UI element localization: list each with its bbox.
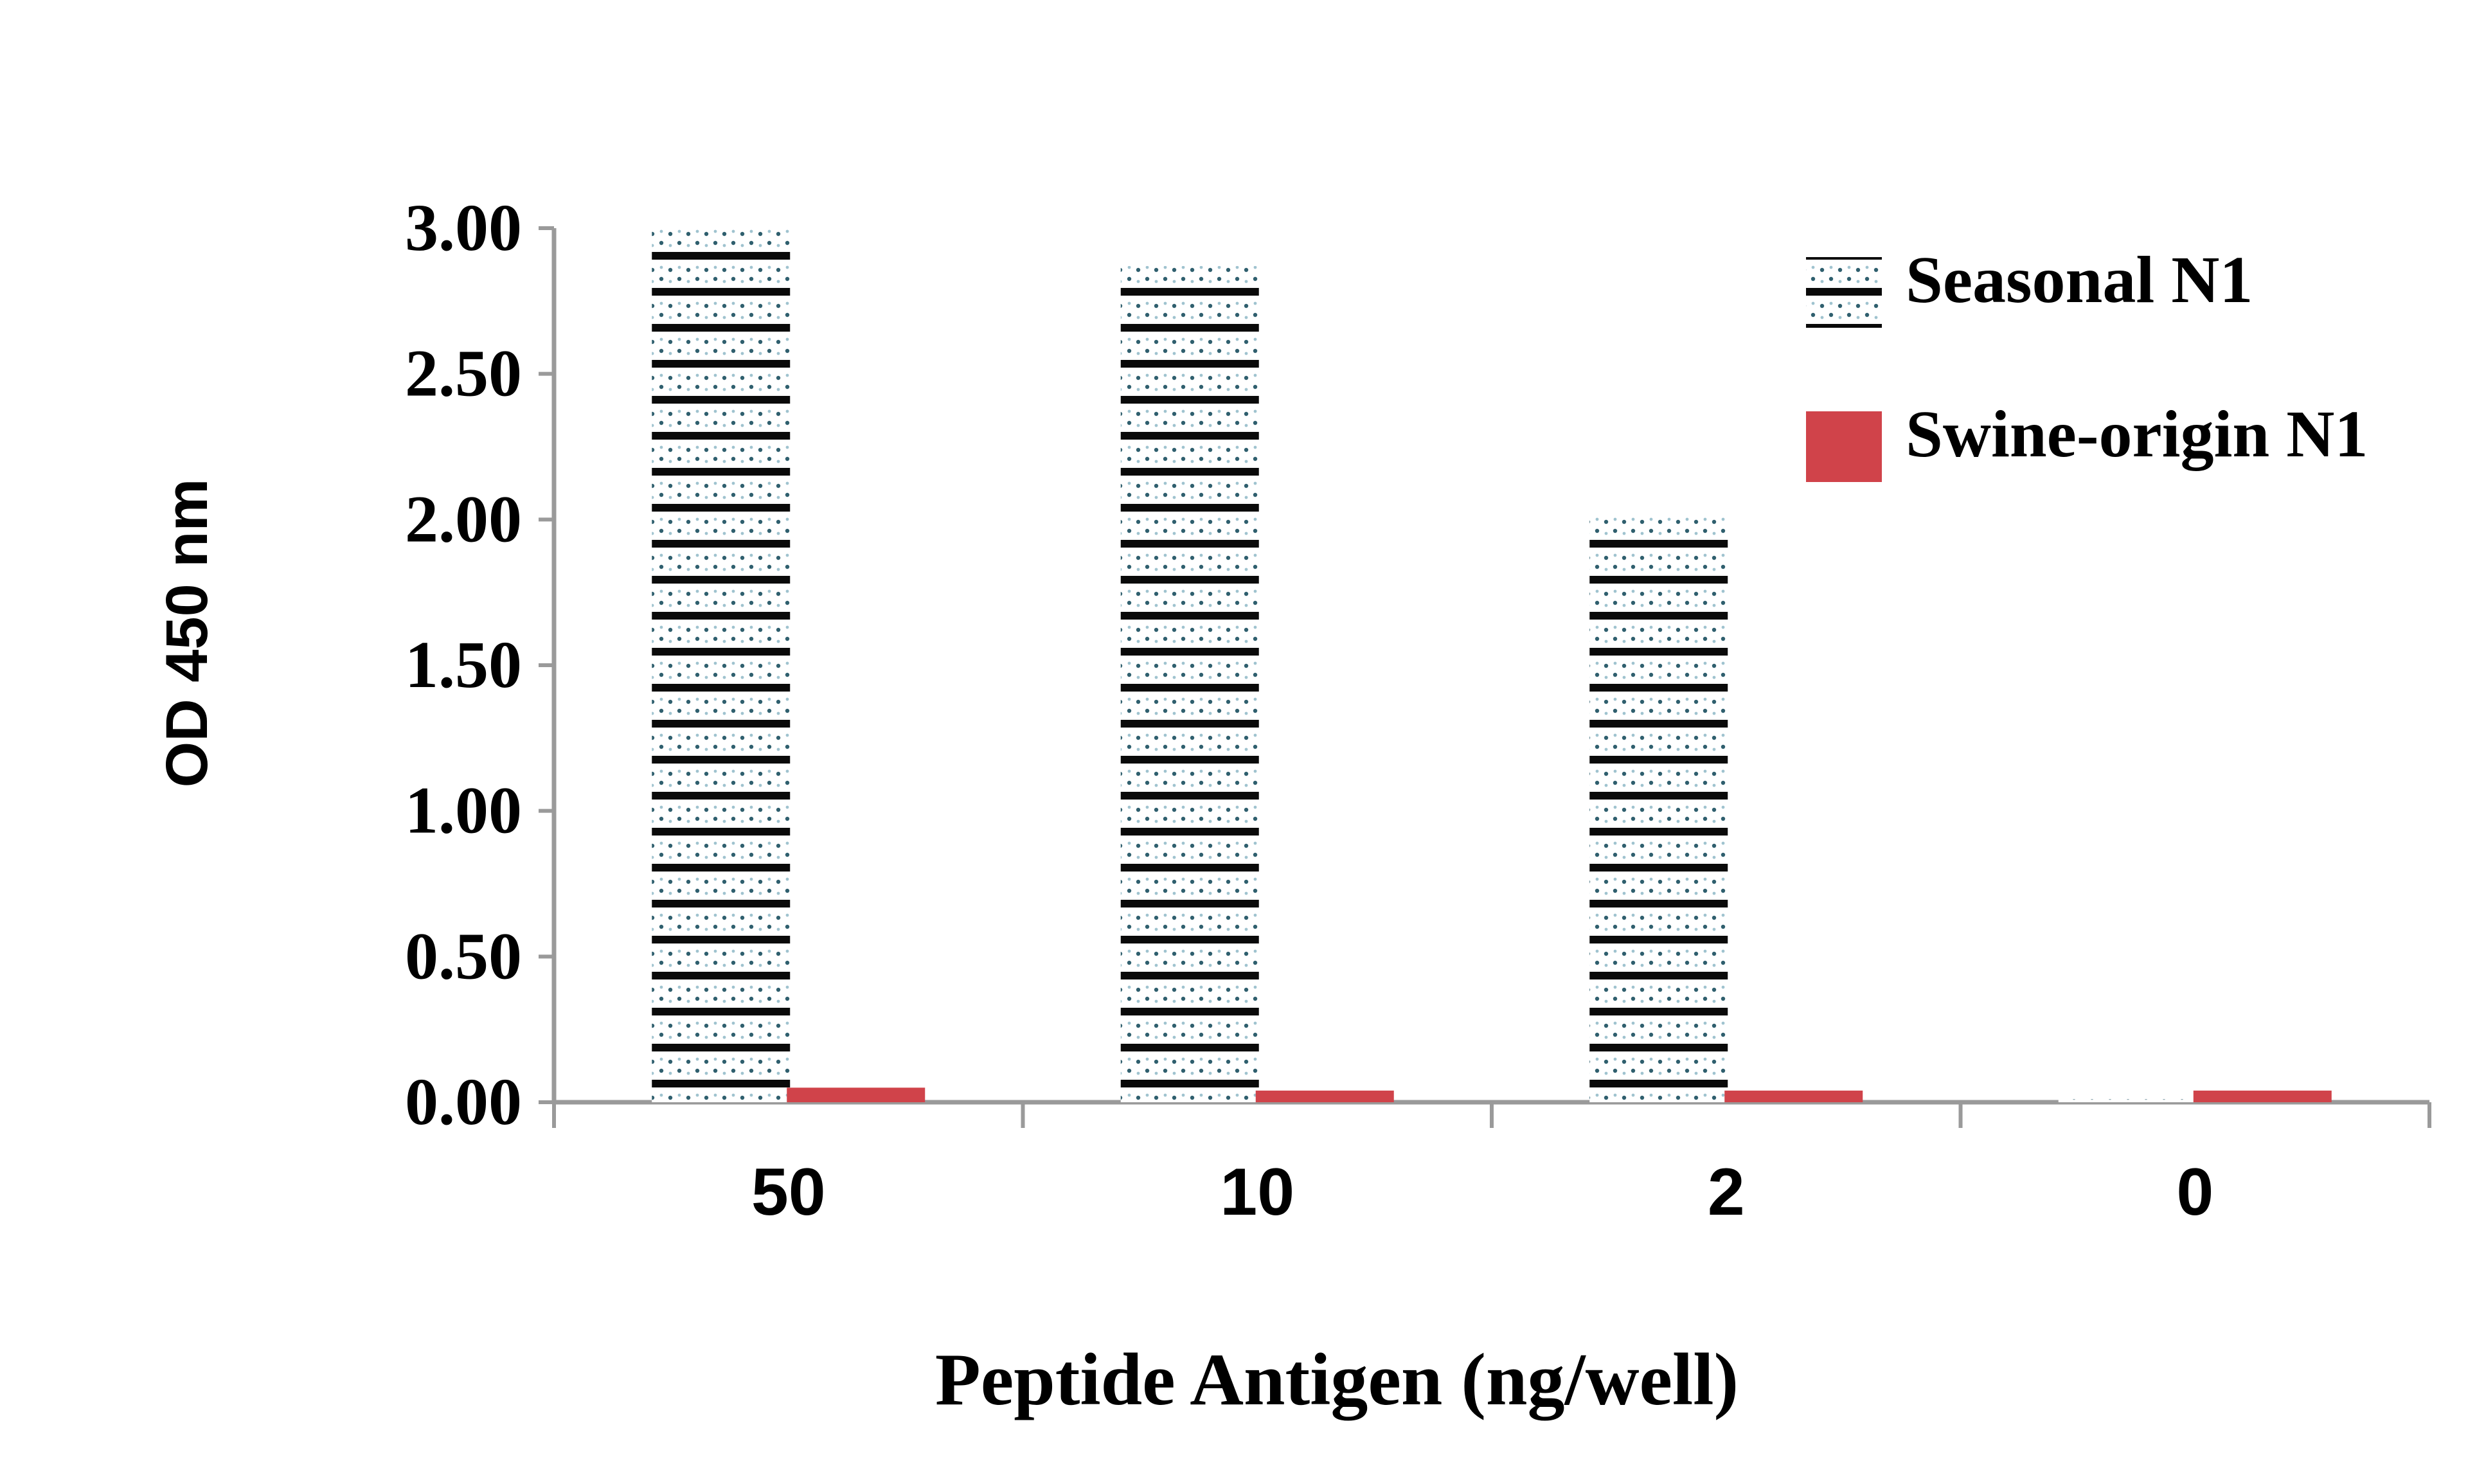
- legend-swatch-seasonal: [1806, 257, 1882, 328]
- x-ticks: 50 10 2 0: [552, 1102, 2431, 1229]
- bar-swine-origin-n1: [2193, 1090, 2332, 1102]
- x-axis-title: Peptide Antigen (ng/well): [935, 1339, 1739, 1421]
- y-ticks: 0.00 0.50 1.00 1.50 2.00 2.50 3.00: [405, 191, 554, 1139]
- x-tick-label: 50: [751, 1155, 826, 1229]
- x-tick-label: 2: [1708, 1155, 1745, 1229]
- y-tick-label: 0.50: [405, 919, 522, 993]
- bar-seasonal-n1: [1589, 516, 1728, 1102]
- bar-swine-origin-n1: [1255, 1090, 1394, 1102]
- y-tick-label: 3.00: [405, 191, 522, 265]
- y-tick-label: 1.00: [405, 774, 522, 848]
- bars: [652, 228, 2332, 1102]
- axes: [551, 228, 2429, 1105]
- legend-label-swine: Swine-origin N1: [1906, 397, 2368, 471]
- legend-label-seasonal: Seasonal N1: [1906, 243, 2253, 317]
- x-tick-label: 10: [1220, 1155, 1294, 1229]
- bar-seasonal-n1: [2058, 1099, 2197, 1102]
- y-axis-title: OD 450 nm: [154, 479, 220, 788]
- bar-swine-origin-n1: [787, 1087, 926, 1102]
- legend-swatch-swine: [1806, 411, 1882, 482]
- bar-swine-origin-n1: [1724, 1090, 1863, 1102]
- bar-seasonal-n1: [1120, 265, 1259, 1102]
- y-tick-label: 0.00: [405, 1065, 522, 1139]
- legend: Seasonal N1 Swine-origin N1: [1806, 243, 2368, 482]
- y-tick-label: 1.50: [405, 628, 522, 702]
- x-tick-label: 0: [2176, 1155, 2213, 1229]
- bar-seasonal-n1: [652, 228, 791, 1102]
- y-tick-label: 2.00: [405, 482, 522, 556]
- y-tick-label: 2.50: [405, 337, 522, 411]
